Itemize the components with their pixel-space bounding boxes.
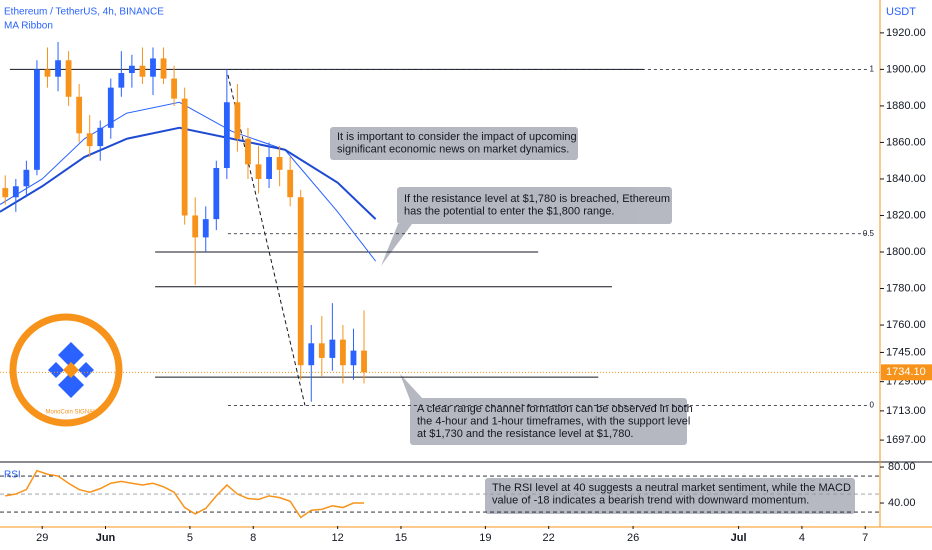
annotation-text: value of -18 indicates a bearish trend w…: [492, 494, 809, 506]
x-tick-label: 12: [332, 532, 344, 544]
x-tick-label: 7: [862, 532, 868, 544]
currency-label: USDT: [886, 6, 916, 18]
candle-body: [297, 197, 304, 366]
candle-body: [245, 138, 251, 165]
annotation-pointer: [400, 374, 424, 400]
candle-body: [234, 102, 241, 139]
candle-body: [308, 343, 315, 366]
annotation-box: [485, 478, 855, 514]
annotation-text: The RSI level at 40 suggests a neutral m…: [492, 482, 851, 494]
candle-body: [44, 69, 51, 77]
candle-body: [23, 169, 30, 187]
fib-label: 0.5: [863, 229, 875, 238]
candle-body: [266, 157, 272, 179]
candle-body: [107, 87, 114, 128]
logo-text: MonoCoin SIGNAL: [45, 410, 97, 416]
annotation-box: [330, 127, 578, 160]
annotation-pointer: [381, 224, 412, 266]
y-tick-label: 1713.00: [886, 405, 926, 417]
candle-body: [65, 60, 72, 97]
annotation-text: A clear range channel formation can be o…: [417, 403, 693, 415]
annotation-box: [397, 187, 672, 224]
y-tick-label: 1920.00: [886, 27, 926, 39]
candle-body: [181, 98, 188, 216]
candle-body: [139, 65, 146, 77]
candle-body: [213, 168, 220, 220]
ma-line: [0, 101, 377, 262]
candle-body: [118, 73, 125, 88]
candle-body: [34, 69, 40, 170]
candle-body: [223, 102, 230, 168]
candle-body: [276, 157, 283, 170]
logo-mark: [48, 342, 94, 398]
candle-body: [255, 164, 262, 179]
x-tick-label: 26: [627, 532, 639, 544]
candle-body: [12, 186, 19, 198]
rsi-tick-label: 40.00: [888, 497, 916, 509]
y-tick-label: 1745.00: [886, 346, 926, 358]
candle-body: [2, 188, 9, 198]
candle-body: [128, 65, 135, 74]
fib-label: 0: [870, 401, 875, 410]
annotation-text: It is important to consider the impact o…: [337, 131, 577, 143]
x-tick-label: 15: [395, 532, 407, 544]
x-tick-label: 5: [187, 532, 193, 544]
y-tick-label: 1820.00: [886, 209, 926, 221]
candle-body: [55, 60, 61, 77]
last-price-label: 1734.10: [886, 366, 926, 378]
indicator-label: MA Ribbon: [4, 21, 53, 32]
chart-title: Ethereum / TetherUS, 4h, BINANCE: [4, 7, 164, 18]
candle-body: [86, 133, 93, 147]
ma-line: [0, 126, 377, 220]
y-tick-label: 1800.00: [886, 246, 926, 258]
annotation-box: [410, 398, 687, 445]
y-tick-label: 1880.00: [886, 100, 926, 112]
last-price-box: [881, 364, 932, 381]
rsi-label: RSI: [4, 470, 21, 481]
y-tick-label: 1840.00: [886, 173, 926, 185]
candle-body: [76, 96, 83, 134]
candle-body: [361, 350, 367, 373]
annotation-text: has the potential to enter the $1,800 ra…: [404, 205, 614, 217]
y-tick-label: 1760.00: [886, 319, 926, 331]
logo: MonoCoin SIGNAL: [9, 313, 123, 427]
annotation-text: If the resistance level at $1,780 is bre…: [404, 193, 670, 205]
candle-body: [202, 219, 209, 238]
x-tick-label: 19: [479, 532, 491, 544]
candle-body: [97, 127, 104, 147]
x-tick-label: 4: [799, 532, 805, 544]
rsi-tick-label: 80.00: [888, 461, 916, 473]
candle-body: [192, 215, 199, 238]
annotation-text: at $1,730 and the resistance level at $1…: [417, 428, 634, 440]
x-tick-label: 8: [250, 532, 256, 544]
annotation-boxes: [330, 127, 855, 514]
candle-body: [329, 339, 336, 358]
y-tick-label: 1860.00: [886, 136, 926, 148]
annotation-text: significant economic news on market dyna…: [337, 143, 569, 155]
candle-body: [171, 78, 178, 99]
candle-body: [150, 58, 156, 77]
x-tick-label: 29: [36, 532, 48, 544]
candle-body: [318, 343, 325, 358]
x-tick-label: Jul: [731, 532, 747, 544]
candle-body: [160, 58, 167, 79]
trend-line: [227, 74, 306, 406]
candle-body: [287, 169, 294, 198]
candle-body: [340, 339, 346, 366]
x-tick-label: Jun: [96, 532, 116, 544]
y-tick-label: 1697.00: [886, 434, 926, 446]
y-tick-label: 1780.00: [886, 282, 926, 294]
annotation-text: the 4-hour and 1-hour timeframes, with t…: [417, 415, 690, 427]
y-tick-label: 1900.00: [886, 63, 926, 75]
fib-label: 1: [870, 65, 875, 74]
candle-body: [350, 350, 357, 366]
rsi-line: [5, 469, 365, 519]
x-tick-label: 22: [543, 532, 555, 544]
